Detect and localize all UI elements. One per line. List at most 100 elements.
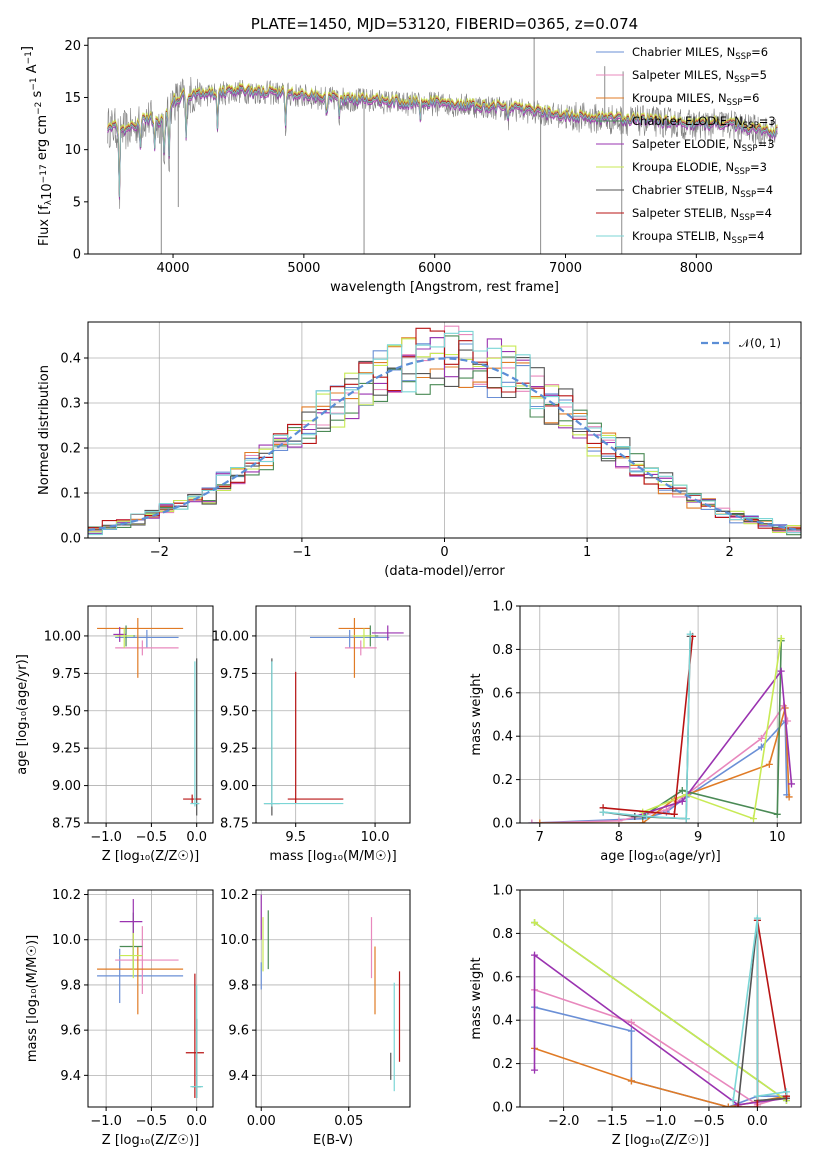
age-vs-metallicity-panel: −1.0 −0.5 0.0 8.75 9.00 9.25 9.50 9.75 10.00 Z [l…: [15, 605, 214, 864]
x-tick-label: 0.0: [186, 1114, 207, 1129]
series-marker-chabrier_elodie: [773, 810, 781, 818]
x-tick-label: −0.5: [136, 830, 168, 845]
series-marker-kroupa_stelib: [753, 1092, 761, 1100]
series-marker-kroupa_miles: [627, 1077, 635, 1085]
plot-area: [97, 617, 202, 816]
x-tick-label: −1.0: [645, 1114, 677, 1129]
x-axis-label: mass [log₁₀(M/M☉)]: [269, 849, 396, 864]
series-marker-kroupa_miles: [785, 793, 793, 801]
y-tick-label: 8.75: [52, 817, 81, 832]
series-marker-kroupa_miles: [639, 819, 647, 823]
series-marker-salpeter_elodie: [788, 780, 796, 788]
x-tick-label: 2: [726, 545, 734, 560]
y-tick-label: 20: [64, 39, 81, 54]
series-line-kroupa_elodie: [642, 638, 782, 820]
series-line-kroupa_miles: [539, 707, 790, 823]
x-tick-label: 8: [615, 830, 623, 845]
y-tick-label: 0.2: [60, 442, 81, 457]
legend-label-chabrier_miles: Chabrier MILES, NSSP=6: [632, 45, 768, 62]
series-line-kroupa_elodie: [534, 921, 787, 1102]
series-line-chabrier_elodie: [642, 640, 782, 818]
axes-frame: [255, 605, 411, 824]
residuals-histogram-panel: −2 −1 0 1 2 0.0 0.1 0.2 0.3 0.4 (data-model)/error…: [37, 321, 802, 579]
y-tick-label: 0.8: [492, 643, 513, 658]
series-marker-chabrier_miles: [627, 1027, 635, 1035]
x-tick-label: 0.00: [247, 1114, 276, 1129]
y-tick-label: 0.2: [492, 773, 513, 788]
model-spectrum-salpeter_elodie: [107, 88, 778, 200]
plot-area: [263, 617, 404, 816]
y-tick-label: 9.75: [52, 667, 81, 682]
x-tick-label: −0.5: [693, 1114, 725, 1129]
y-tick-label: 9.25: [52, 742, 81, 757]
series-marker-kroupa_miles: [765, 760, 773, 768]
legend-label-chabrier_stelib: Chabrier STELIB, NSSP=4: [632, 183, 773, 200]
series-marker-salpeter_stelib: [734, 1103, 742, 1107]
plot-area: [107, 38, 778, 254]
histogram-salpeter_stelib: [88, 327, 801, 529]
series-line-salpeter_stelib: [603, 636, 694, 816]
series-marker-salpeter_elodie: [777, 667, 785, 675]
y-tick-label: 10.0: [52, 933, 81, 948]
series-marker-kroupa_elodie: [531, 919, 539, 927]
legend-label-chabrier_elodie: Chabrier ELODIE, NSSP=3: [632, 114, 776, 131]
y-tick-label: 9.8: [60, 978, 81, 993]
mass-weight-vs-metallicity-panel: −2.0 −1.5 −1.0 −0.5 0.0 0.0 0.2 0.4 0.6 0.8 1.0 Z […: [469, 884, 802, 1148]
series-marker-salpeter_elodie: [531, 1066, 539, 1074]
y-tick-label: 9.25: [220, 742, 249, 757]
axes-frame: [87, 605, 214, 824]
series-marker-salpeter_stelib: [670, 810, 678, 818]
x-axis-label: age [log₁₀(age/yr)]: [600, 849, 721, 864]
x-tick-label: −0.5: [136, 1114, 168, 1129]
x-axis-label: Z [log₁₀(Z/Z☉)]: [102, 1133, 199, 1148]
x-tick-label: −1: [292, 545, 311, 560]
axes-frame: [255, 889, 411, 1108]
y-tick-label: 0.3: [60, 397, 81, 412]
legend-label-kroupa_miles: Kroupa MILES, NSSP=6: [632, 91, 759, 108]
y-tick-label: 0.4: [492, 730, 513, 745]
histogram-kroupa_stelib: [88, 330, 801, 536]
y-tick-label: 10: [64, 143, 81, 158]
series-marker-chabrier_elodie: [678, 786, 686, 794]
mass-vs-metallicity-panel: −1.0 −0.5 0.0 9.4 9.6 9.8 10.0 10.2 Z [log₁₀(Z/Z…: [25, 888, 214, 1148]
series-marker-kroupa_miles: [724, 1103, 732, 1107]
series-line-kroupa_stelib: [603, 634, 691, 820]
x-tick-label: 6000: [418, 261, 451, 276]
axes-frame: [87, 37, 802, 255]
x-tick-label: 10: [769, 830, 786, 845]
y-tick-label: 0.2: [492, 1057, 513, 1072]
series-marker-salpeter_miles: [615, 817, 623, 823]
axes-frame: [519, 605, 802, 824]
x-tick-label: 0.0: [186, 830, 207, 845]
x-tick-label: 4000: [156, 261, 189, 276]
y-tick-label: 0.4: [492, 1014, 513, 1029]
x-tick-label: 10.0: [361, 830, 390, 845]
x-axis-label: wavelength [Angstrom, rest frame]: [330, 280, 559, 295]
series-marker-kroupa_stelib: [782, 1088, 790, 1096]
series-line-kroupa_stelib: [732, 918, 787, 1101]
x-tick-label: 0.0: [747, 1114, 768, 1129]
series-marker-kroupa_stelib: [729, 1096, 737, 1104]
legend-label-kroupa_elodie: Kroupa ELODIE, NSSP=3: [632, 160, 767, 177]
normal-reference-curve: [88, 357, 799, 532]
model-spectrum-kroupa_stelib: [107, 85, 778, 197]
x-tick-label: −1.5: [596, 1114, 628, 1129]
plot-area: [531, 914, 790, 1107]
series-marker-salpeter_miles: [757, 734, 765, 742]
y-axis-label: mass weight: [469, 957, 484, 1039]
spectrum-title: PLATE=1450, MJD=53120, FIBERID=0365, z=0…: [251, 15, 638, 33]
y-tick-label: 1.0: [492, 600, 513, 615]
y-tick-label: 9.8: [228, 978, 249, 993]
y-tick-label: 9.00: [220, 779, 249, 794]
y-tick-label: 0.8: [492, 927, 513, 942]
x-axis-label: Z [log₁₀(Z/Z☉)]: [102, 849, 199, 864]
legend-label-normal: 𝒩(0, 1): [739, 336, 781, 350]
series-marker-salpeter_miles: [627, 1018, 635, 1026]
x-tick-label: 5000: [287, 261, 320, 276]
x-tick-label: −2: [150, 545, 169, 560]
x-tick-label: 8000: [680, 261, 713, 276]
y-tick-label: 8.75: [220, 817, 249, 832]
mass-weight-vs-age-panel: 7 8 9 10 0.0 0.2 0.4 0.6 0.8 1.0 age [log₁₀(age/yr…: [469, 600, 802, 864]
y-tick-label: 9.00: [52, 779, 81, 794]
